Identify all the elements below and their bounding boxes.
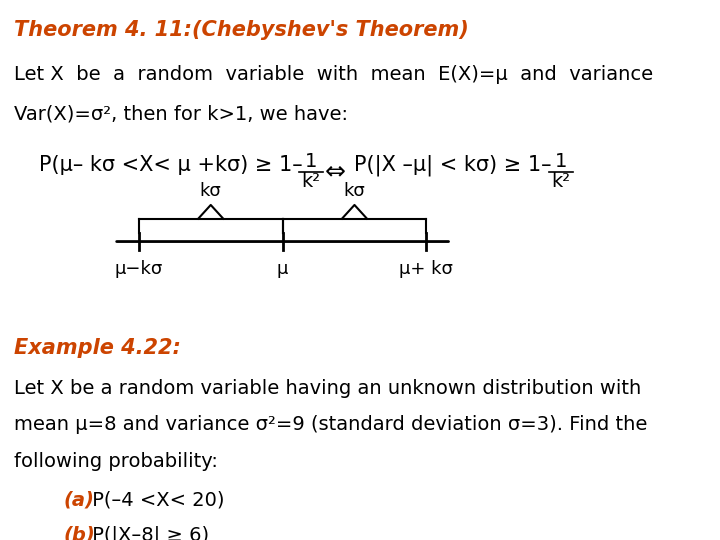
Text: following probability:: following probability: xyxy=(14,452,217,471)
Text: μ: μ xyxy=(277,260,288,278)
Text: kσ: kσ xyxy=(343,183,365,200)
Text: P(|X–8| ≥ 6): P(|X–8| ≥ 6) xyxy=(86,525,209,540)
Text: μ−kσ: μ−kσ xyxy=(114,260,163,278)
Text: P(|X –μ| < kσ) ≥ 1–: P(|X –μ| < kσ) ≥ 1– xyxy=(354,154,552,176)
Text: Theorem 4. 11:(Chebyshev's Theorem): Theorem 4. 11:(Chebyshev's Theorem) xyxy=(14,19,469,39)
Text: (b): (b) xyxy=(64,525,96,540)
Text: mean μ=8 and variance σ²=9 (standard deviation σ=3). Find the: mean μ=8 and variance σ²=9 (standard dev… xyxy=(14,415,647,434)
Text: kσ: kσ xyxy=(200,183,222,200)
Text: Let X  be  a  random  variable  with  mean  E(X)=μ  and  variance: Let X be a random variable with mean E(X… xyxy=(14,65,653,84)
Text: k²: k² xyxy=(301,172,320,191)
Text: ⇔: ⇔ xyxy=(325,159,346,183)
Text: Var(X)=σ², then for k>1, we have:: Var(X)=σ², then for k>1, we have: xyxy=(14,104,348,123)
Text: P(μ– kσ <X< μ +kσ) ≥ 1–: P(μ– kσ <X< μ +kσ) ≥ 1– xyxy=(39,154,302,174)
Text: 1: 1 xyxy=(305,152,317,171)
Text: μ+ kσ: μ+ kσ xyxy=(400,260,454,278)
Text: k²: k² xyxy=(551,172,570,191)
Text: Example 4.22:: Example 4.22: xyxy=(14,338,181,357)
Text: 1: 1 xyxy=(554,152,567,171)
Text: (a): (a) xyxy=(64,491,95,510)
Text: Let X be a random variable having an unknown distribution with: Let X be a random variable having an unk… xyxy=(14,379,641,398)
Text: P(–4 <X< 20): P(–4 <X< 20) xyxy=(86,491,224,510)
